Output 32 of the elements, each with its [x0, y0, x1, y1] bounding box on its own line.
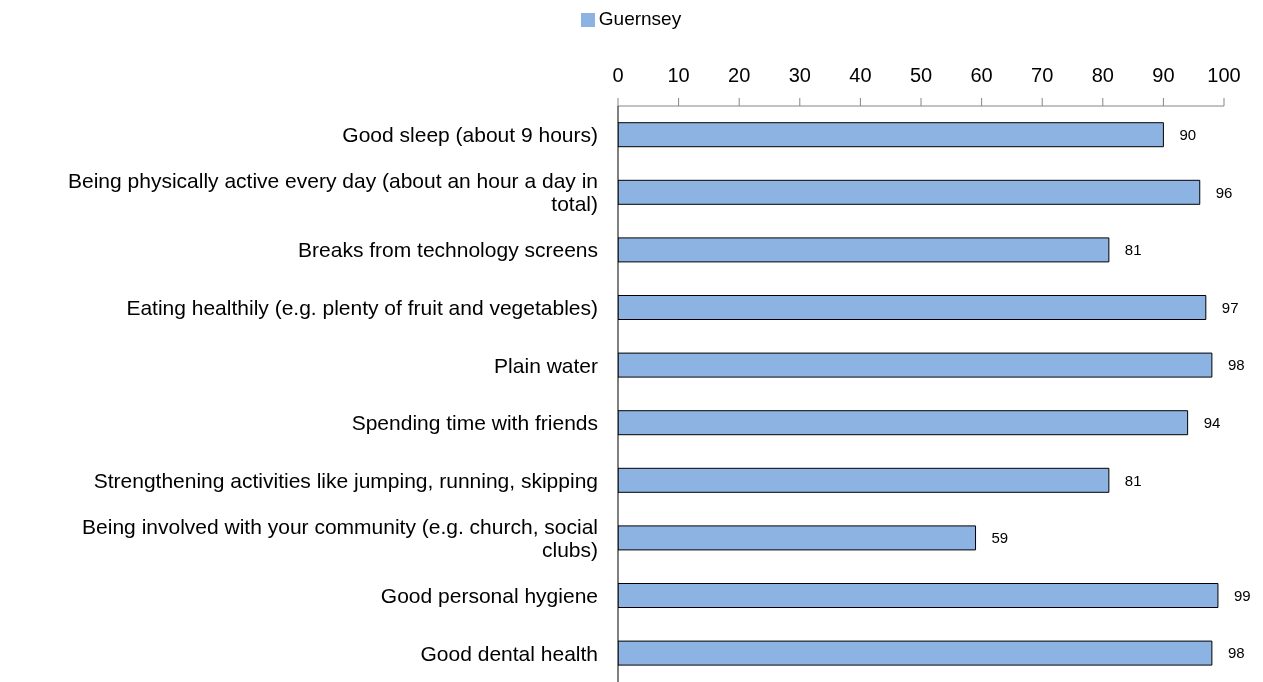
y-tick-label: Being physically active every day (about an hour a day in total) — [68, 169, 598, 216]
x-tick-label: 90 — [1152, 64, 1175, 86]
y-tick-label: Spending time with friends — [351, 411, 598, 435]
x-tick-label: 100 — [1207, 64, 1241, 86]
y-tick-label: Strengthening activities like jumping, running, skipping — [93, 468, 598, 492]
data-label: 97 — [1221, 298, 1239, 316]
legend-label: Guernsey — [598, 8, 682, 29]
y-tick-label: Good dental health — [420, 641, 598, 665]
data-label: 90 — [1179, 126, 1197, 144]
y-tick-label: Good sleep (about 9 hours) — [342, 123, 598, 147]
data-label: 59 — [991, 529, 1009, 547]
x-tick-label: 60 — [970, 64, 993, 86]
data-label: 98 — [1227, 644, 1245, 662]
x-tick-label: 50 — [909, 64, 933, 86]
y-tick-label: Good personal hygiene — [380, 583, 598, 607]
x-tick-label: 80 — [1091, 64, 1114, 86]
x-tick-label: 20 — [728, 64, 751, 86]
y-tick-label: Being involved with your community (e.g. church, social clubs) — [82, 514, 598, 561]
data-label: 81 — [1124, 471, 1142, 489]
data-label: 96 — [1215, 183, 1233, 201]
data-label: 94 — [1203, 414, 1221, 432]
x-tick-label: 70 — [1031, 64, 1054, 86]
data-label: 98 — [1227, 356, 1245, 374]
data-label: 99 — [1233, 586, 1251, 604]
y-tick-label: Plain water — [494, 353, 598, 377]
x-tick-label: 40 — [849, 64, 872, 86]
y-tick-label: Breaks from technology screens — [298, 238, 598, 262]
x-tick-label: 10 — [667, 64, 690, 86]
x-tick-label: 0 — [612, 64, 624, 86]
data-label: 81 — [1124, 241, 1142, 259]
y-tick-label: Eating healthily (e.g. plenty of fruit and vegetables) — [126, 295, 598, 319]
x-tick-label: 30 — [788, 64, 811, 86]
